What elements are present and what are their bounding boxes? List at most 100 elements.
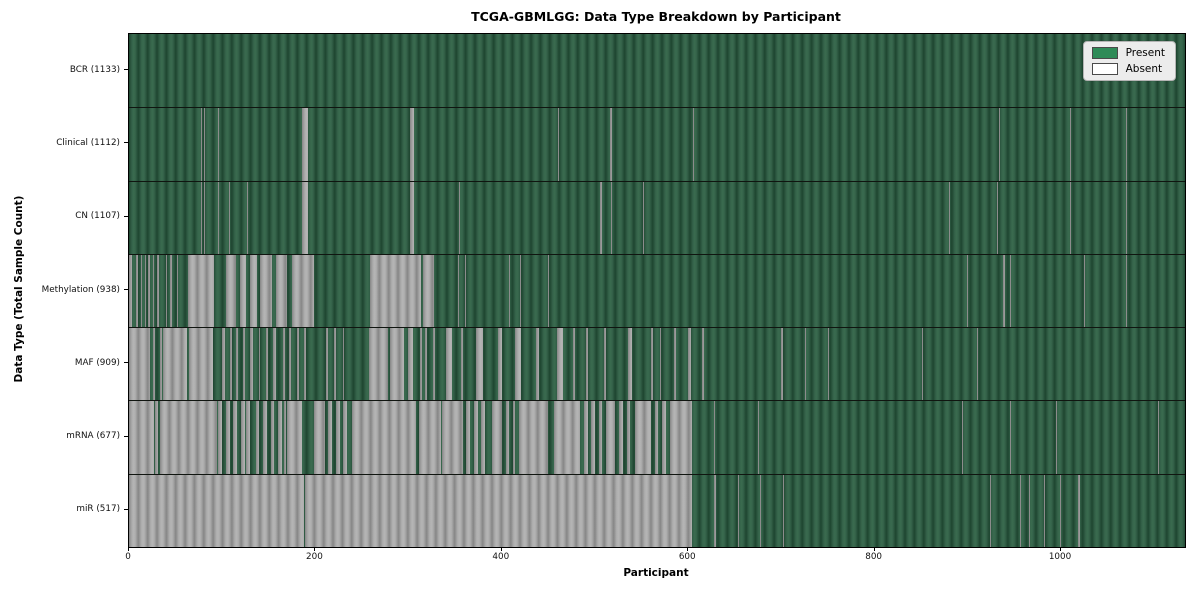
absent-segment: [177, 254, 179, 328]
absent-segment: [466, 401, 471, 474]
absent-segment: [260, 254, 272, 328]
absent-segment: [473, 401, 478, 474]
absent-segment: [922, 328, 924, 401]
absent-segment: [162, 254, 164, 328]
x-tick-label: 1000: [1048, 552, 1072, 562]
absent-segment: [572, 328, 575, 401]
absent-segment: [270, 401, 275, 474]
x-tick-mark: [873, 547, 875, 551]
x-tick-label: 200: [306, 552, 323, 562]
absent-segment: [650, 328, 653, 401]
absent-segment: [627, 328, 633, 401]
absent-segment: [292, 254, 314, 328]
absent-segment: [977, 328, 979, 401]
absent-segment: [129, 474, 305, 547]
absent-segment: [610, 181, 612, 254]
y-tick-label: BCR (1133): [69, 64, 120, 75]
absent-segment: [200, 108, 202, 181]
absent-segment: [419, 328, 422, 401]
absent-segment: [250, 254, 257, 328]
absent-segment: [229, 328, 232, 401]
absent-segment: [188, 328, 213, 401]
row-Clinical: [129, 107, 1185, 181]
absent-segment: [302, 108, 308, 181]
absent-segment: [619, 401, 623, 474]
absent-segment: [591, 401, 595, 474]
absent-segment: [283, 401, 286, 474]
absent-segment: [302, 181, 308, 254]
absent-segment: [141, 254, 143, 328]
absent-segment: [335, 401, 340, 474]
absent-segment: [1126, 108, 1128, 181]
absent-segment: [370, 254, 421, 328]
legend-swatch-present: [1091, 47, 1118, 59]
y-tick-mark: [124, 435, 128, 437]
absent-segment: [304, 328, 307, 401]
absent-segment: [247, 181, 249, 254]
absent-segment: [136, 254, 139, 328]
y-tick-mark: [124, 508, 128, 510]
absent-segment: [585, 328, 588, 401]
absent-segment: [669, 401, 692, 474]
absent-segment: [225, 401, 230, 474]
absent-segment: [714, 474, 717, 547]
absent-segment: [491, 401, 502, 474]
absent-segment: [1095, 328, 1097, 401]
absent-segment: [1070, 108, 1072, 181]
absent-segment: [1009, 401, 1011, 474]
absent-segment: [737, 474, 739, 547]
absent-segment: [759, 474, 761, 547]
absent-segment: [556, 328, 564, 401]
y-tick-label: CN (1107): [75, 211, 120, 222]
absent-segment: [949, 181, 951, 254]
absent-segment: [147, 254, 150, 328]
absent-segment: [804, 328, 806, 401]
absent-segment: [159, 328, 162, 401]
absent-segment: [464, 254, 467, 328]
absent-segment: [1029, 474, 1031, 547]
absent-segment: [758, 401, 760, 474]
absent-segment: [654, 401, 659, 474]
y-tick-mark: [124, 69, 128, 71]
absent-segment: [246, 401, 251, 474]
absent-segment: [228, 181, 230, 254]
absent-segment: [599, 181, 602, 254]
absent-segment: [263, 401, 267, 474]
absent-segment: [236, 328, 239, 401]
absent-segment: [153, 328, 156, 401]
absent-segment: [996, 181, 998, 254]
absent-segment: [258, 328, 261, 401]
y-tick-mark: [124, 289, 128, 290]
absent-segment: [783, 474, 785, 547]
absent-segment: [255, 401, 260, 474]
absent-segment: [606, 401, 615, 474]
x-tick-mark: [1060, 547, 1062, 551]
absent-segment: [554, 401, 581, 474]
absent-segment: [328, 401, 333, 474]
y-tick-label: MAF (909): [74, 357, 120, 368]
x-tick-mark: [128, 547, 129, 551]
absent-segment: [714, 401, 716, 474]
absent-segment: [1070, 181, 1072, 254]
absent-segment: [425, 328, 428, 401]
absent-segment: [314, 401, 325, 474]
absent-segment: [458, 181, 460, 254]
absent-segment: [153, 254, 155, 328]
absent-segment: [282, 328, 285, 401]
absent-segment: [204, 181, 206, 254]
absent-segment: [514, 328, 522, 401]
row-Methylation: [129, 253, 1185, 328]
absent-segment: [287, 401, 303, 474]
absent-segment: [609, 108, 612, 181]
absent-segment: [828, 328, 829, 401]
plot-area: Present Absent: [128, 33, 1186, 548]
absent-segment: [548, 254, 550, 328]
absent-segment: [598, 401, 603, 474]
absent-segment: [557, 108, 559, 181]
absent-segment: [604, 328, 607, 401]
absent-segment: [520, 254, 522, 328]
absent-segment: [475, 328, 484, 401]
x-tick-label: 400: [492, 552, 510, 562]
absent-segment: [583, 401, 588, 474]
absent-segment: [643, 181, 645, 254]
